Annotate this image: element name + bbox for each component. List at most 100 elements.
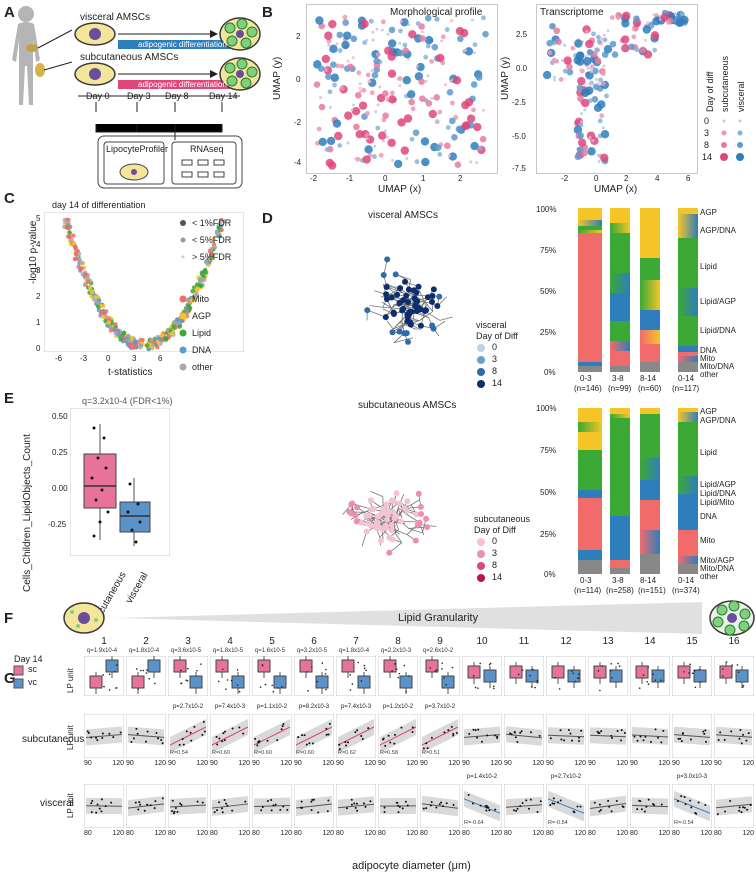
tree-node — [404, 498, 411, 505]
g-ylabel: LP unit — [66, 793, 75, 818]
umap-point — [440, 34, 446, 40]
b-legend-day: 8 — [704, 140, 710, 150]
tick: -1 — [346, 174, 354, 183]
morph-umap-xlabel: UMAP (x) — [378, 184, 422, 195]
volcano-point — [138, 345, 143, 350]
volcano-point — [199, 271, 205, 276]
umap-point — [444, 142, 451, 150]
umap-point — [576, 146, 584, 153]
day-label: Day 0 — [86, 91, 110, 101]
umap-point — [371, 71, 379, 79]
tree-node — [348, 501, 355, 508]
tick: 100% — [536, 205, 557, 214]
umap-point — [388, 95, 397, 104]
tick: -2.5 — [512, 98, 526, 107]
g-facet: p=2.7x10-2 R=0.54 90 120 — [168, 704, 208, 768]
facet-xticks: 80 120 — [462, 830, 502, 837]
f-facet: 14 — [630, 636, 670, 696]
f-boxplot — [546, 656, 586, 696]
umap-point — [470, 18, 474, 22]
g-scatter — [378, 784, 418, 828]
f-facet: 2 q=1.8x10-4 — [126, 636, 166, 696]
stacked-bars-visceral — [578, 208, 698, 372]
umap-point — [351, 56, 355, 60]
umap-point — [342, 19, 349, 26]
f-boxplot — [462, 656, 502, 696]
facet-xticks: 80 120 — [168, 830, 208, 837]
umap-point — [455, 26, 465, 36]
facet-xticks: 90 120 — [672, 760, 712, 767]
g-row-label-sc: subcutaneous — [22, 734, 85, 745]
facet-number: 8 — [395, 636, 401, 647]
g-facet: 90 120 — [714, 704, 754, 768]
umap-point — [347, 63, 354, 71]
nucleus-icon — [89, 28, 101, 40]
volcano-point — [89, 289, 95, 294]
tree-node — [396, 328, 403, 335]
umap-point — [562, 68, 568, 74]
umap-point — [361, 87, 367, 93]
facet-xticks: 90 120 — [630, 760, 670, 767]
umap-point — [473, 122, 482, 132]
volcano-point — [144, 343, 150, 348]
g-scatter — [210, 714, 250, 758]
sc-box — [89, 675, 103, 689]
tree-node — [397, 285, 404, 292]
tick: -5.0 — [512, 132, 526, 141]
tree-node — [396, 300, 403, 307]
facet-xticks: 80 120 — [84, 830, 124, 837]
boxplot-ylabel: Cells_Children_LipidObjects_Count — [22, 434, 33, 592]
volcano-point — [152, 340, 157, 345]
facet-number: 6 — [311, 636, 317, 647]
umap-point — [472, 51, 476, 55]
facet-xticks: 90 120 — [546, 760, 586, 767]
volcano-point — [170, 331, 175, 336]
tick: -2 — [561, 174, 569, 183]
volcano-point — [116, 332, 121, 337]
volcano-point — [194, 282, 200, 287]
umap-point — [378, 152, 384, 158]
f-facet: 8 q=2.2x10-3 — [378, 636, 418, 696]
vc-box — [315, 675, 329, 689]
umap-point — [354, 91, 362, 99]
umap-point — [434, 16, 440, 22]
umap-point — [326, 38, 332, 44]
umap-point — [388, 26, 396, 34]
umap-point — [470, 81, 478, 88]
g-scatter — [588, 714, 628, 758]
facet-xticks: 90 120 — [252, 760, 292, 767]
umap-point — [351, 106, 361, 116]
tick: 4 — [655, 174, 660, 183]
f-boxplot — [588, 656, 628, 696]
fdr-legend: < 1%FDR — [192, 218, 232, 228]
tick: -7.5 — [512, 164, 526, 173]
umap-point — [588, 98, 593, 103]
volcano-point — [164, 337, 169, 342]
volcano-point — [95, 304, 101, 309]
bar-x-label: 8-14 — [640, 374, 657, 383]
sc-box — [509, 665, 523, 679]
person-silhouette — [12, 6, 40, 105]
tick: 0.25 — [52, 448, 68, 457]
g-ylabel: LP unit — [66, 725, 75, 750]
facet-xticks: 90 120 — [210, 760, 250, 767]
volcano-point — [73, 251, 78, 257]
umap-point — [596, 34, 601, 40]
tick: -6 — [55, 354, 63, 363]
volcano-point — [190, 298, 196, 303]
tree-node — [404, 313, 411, 320]
g-scatter — [168, 714, 208, 758]
umap-point — [319, 96, 323, 100]
umap-point — [646, 21, 650, 25]
umap-point — [600, 153, 609, 163]
g-scatter — [420, 714, 460, 758]
umap-point — [621, 44, 630, 53]
tick: 100% — [536, 404, 557, 413]
category-legend-dots — [179, 295, 187, 371]
umap-point — [414, 72, 424, 81]
volcano-point — [73, 245, 78, 250]
bar-x-label: 0-3 — [580, 374, 592, 383]
umap-point — [424, 14, 432, 22]
morph-umap-points — [313, 14, 489, 170]
category-label: AGP — [700, 407, 717, 416]
